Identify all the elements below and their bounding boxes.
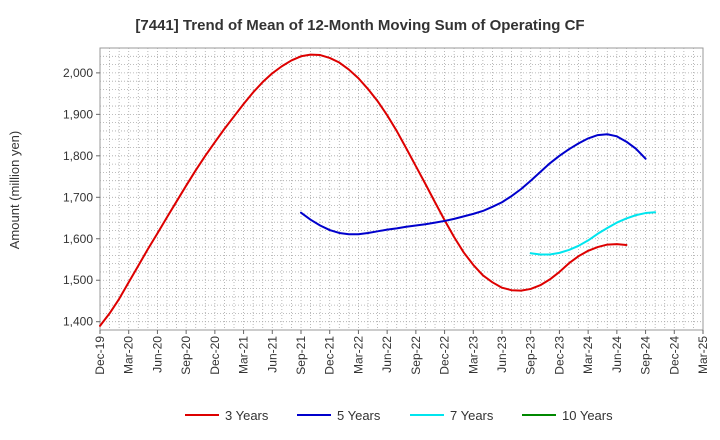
x-tick-label: Dec-20: [208, 336, 222, 375]
x-tick-label: Sep-22: [409, 336, 423, 375]
y-tick-label: 2,000: [63, 66, 93, 80]
x-tick-label: Jun-22: [380, 336, 394, 373]
legend: 3 Years 5 Years 7 Years 10 Years: [185, 408, 613, 423]
y-tick-label: 1,800: [63, 149, 93, 163]
legend-label: 7 Years: [450, 408, 494, 423]
y-axis-ticks: 1,400 1,500 1,600 1,700 1,800 1,900 2,000: [63, 66, 100, 329]
x-tick-label: Jun-23: [495, 336, 509, 373]
x-axis-ticks: Dec-19 Mar-20 Jun-20 Sep-20 Dec-20 Mar-21 Jun-…: [93, 330, 710, 375]
x-tick-label: Dec-23: [552, 336, 566, 375]
series-line-7-years: [529, 211, 657, 256]
y-tick-label: 1,900: [63, 107, 93, 121]
x-tick-label: Mar-20: [122, 336, 136, 374]
series-layer: [99, 53, 657, 327]
x-tick-label: Dec-24: [667, 336, 681, 375]
x-tick-label: Mar-23: [466, 336, 480, 374]
x-tick-label: Dec-21: [323, 336, 337, 375]
chart-title: [7441] Trend of Mean of 12-Month Moving …: [135, 17, 584, 34]
x-tick-label: Sep-21: [294, 336, 308, 375]
x-tick-label: Jun-21: [265, 336, 279, 373]
x-tick-label: Sep-23: [524, 336, 538, 375]
x-tick-label: Mar-21: [237, 336, 251, 374]
y-tick-label: 1,700: [63, 190, 93, 204]
series-line-5-years: [300, 133, 647, 236]
legend-label: 3 Years: [225, 408, 269, 423]
x-tick-label: Mar-25: [696, 336, 710, 374]
x-tick-label: Jun-20: [150, 336, 164, 373]
x-tick-label: Mar-22: [351, 336, 365, 374]
plot-area: [99, 47, 704, 331]
x-tick-label: Jun-24: [610, 336, 624, 373]
legend-label: 10 Years: [562, 408, 613, 423]
x-tick-label: Dec-19: [93, 336, 107, 375]
x-tick-label: Sep-24: [639, 336, 653, 375]
y-tick-label: 1,500: [63, 273, 93, 287]
y-tick-label: 1,400: [63, 315, 93, 329]
y-axis-label: Amount (million yen): [7, 131, 22, 250]
x-tick-label: Dec-22: [438, 336, 452, 375]
x-tick-label: Mar-24: [581, 336, 595, 374]
x-tick-label: Sep-20: [179, 336, 193, 375]
y-tick-label: 1,600: [63, 232, 93, 246]
legend-label: 5 Years: [337, 408, 381, 423]
series-line-3-years: [99, 53, 628, 327]
